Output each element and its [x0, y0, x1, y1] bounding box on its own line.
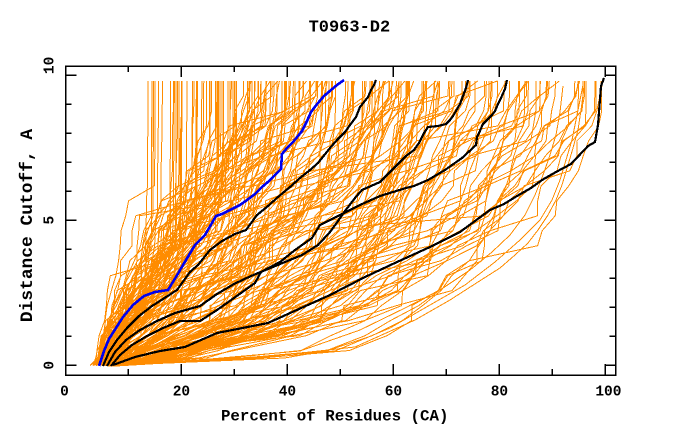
svg-text:Distance Cutoff, A: Distance Cutoff, A: [18, 129, 38, 323]
svg-text:10: 10: [43, 57, 59, 74]
svg-text:100: 100: [595, 385, 621, 401]
svg-text:Percent of Residues (CA): Percent of Residues (CA): [221, 408, 449, 426]
svg-text:80: 80: [491, 385, 508, 401]
svg-text:0: 0: [43, 361, 59, 370]
svg-text:20: 20: [173, 385, 190, 401]
svg-text:0: 0: [60, 385, 69, 401]
svg-text:5: 5: [43, 216, 59, 225]
svg-text:40: 40: [279, 385, 296, 401]
svg-text:T0963-D2: T0963-D2: [309, 19, 391, 38]
svg-text:60: 60: [385, 385, 402, 401]
